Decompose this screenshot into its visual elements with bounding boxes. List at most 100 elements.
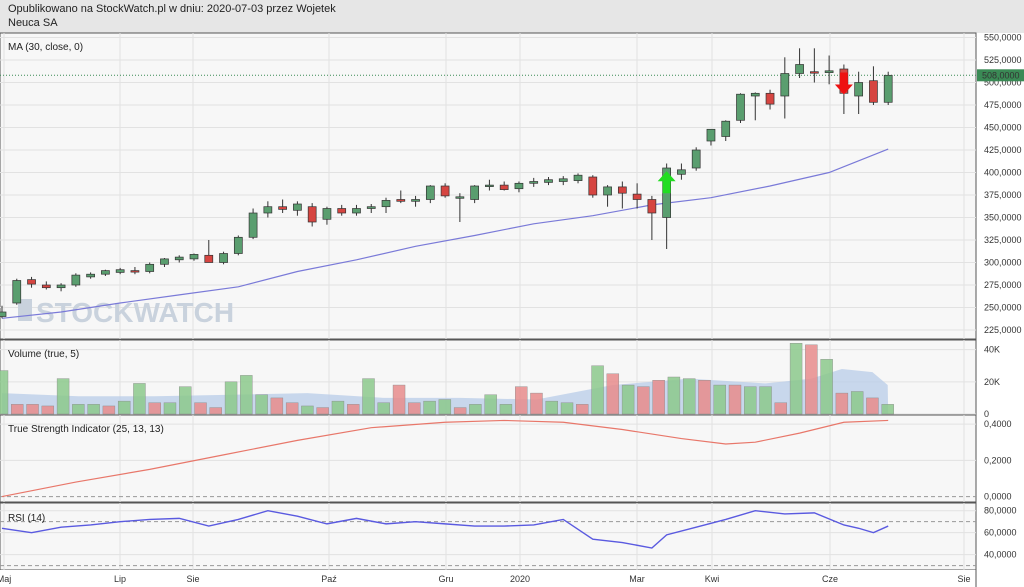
volume-ma-area — [2, 368, 889, 414]
candle-up — [248, 212, 258, 238]
volume-bar — [438, 399, 452, 415]
candle-up — [0, 311, 7, 317]
candle-up — [558, 178, 568, 182]
volume-bar — [713, 384, 726, 415]
volume-bar — [163, 402, 177, 415]
candle-up — [219, 253, 228, 263]
candle-up — [573, 174, 583, 181]
candle-up — [780, 73, 790, 97]
volume-bar — [347, 404, 360, 415]
price-tick-label: 350,0000 — [984, 213, 1022, 223]
tsi-tick-label: 0,4000 — [984, 419, 1012, 429]
candle-up — [854, 82, 864, 97]
volume-bar — [774, 402, 788, 415]
x-tick-label: Sie — [186, 574, 199, 584]
volume-bar — [698, 380, 711, 415]
volume-bar — [652, 380, 665, 415]
volume-bar — [789, 343, 803, 415]
volume-bar — [621, 384, 635, 415]
ma-line — [1, 148, 889, 319]
candle-down — [440, 185, 450, 197]
candle-up — [56, 284, 66, 289]
candle-up — [174, 256, 184, 261]
candle-up — [145, 263, 155, 272]
candle-up — [381, 200, 391, 208]
candle-up — [86, 273, 95, 278]
candle-up — [603, 186, 612, 196]
rsi-tick-label: 80,0000 — [984, 506, 1017, 516]
x-tick-label: Paź — [321, 574, 337, 584]
candle-down — [41, 284, 51, 289]
volume-bar — [530, 392, 543, 415]
volume-bar — [11, 404, 24, 415]
volume-bar — [759, 386, 772, 415]
candle-down — [396, 199, 406, 202]
volume-bar — [362, 378, 375, 415]
candle-down — [337, 208, 347, 214]
volume-bar — [408, 402, 421, 415]
tsi-panel-title: True Strength Indicator (25, 13, 13) — [8, 424, 164, 435]
volume-bar — [560, 402, 574, 415]
candle-up — [115, 269, 125, 273]
volume-bar — [56, 378, 70, 415]
price-tick-label: 400,0000 — [984, 168, 1022, 178]
price-tick-label: 300,0000 — [984, 258, 1022, 268]
volume-bar — [545, 400, 558, 415]
x-tick-label: Mar — [629, 574, 645, 584]
candle-up — [470, 185, 479, 200]
candle-down — [809, 71, 819, 74]
volume-bar — [26, 404, 39, 415]
candle-up — [189, 254, 199, 260]
candle-down — [307, 206, 317, 223]
volume-bar — [423, 400, 436, 415]
panel-rsi — [0, 502, 977, 571]
candle-up — [263, 206, 273, 214]
x-tick-label: Maj — [0, 574, 11, 584]
last-price-badge — [977, 69, 1024, 82]
volume-bar — [850, 391, 864, 415]
candle-up — [514, 182, 524, 190]
volume-tick-label: 40K — [984, 345, 1000, 355]
volume-bar — [117, 400, 131, 415]
price-tick-label: 500,0000 — [984, 78, 1022, 88]
candle-down — [765, 92, 775, 105]
volume-bar — [866, 397, 879, 415]
candle-up — [322, 208, 332, 220]
candle-down — [499, 184, 509, 190]
sell-signal-arrow-icon — [834, 72, 853, 95]
price-tick-label: 425,0000 — [984, 145, 1022, 155]
last-price-label: 508,0000 — [982, 70, 1020, 80]
volume-bar — [87, 404, 100, 415]
volume-bar — [484, 394, 497, 415]
volume-bar — [224, 381, 238, 415]
price-tick-label: 525,0000 — [984, 55, 1022, 65]
volume-bar — [270, 397, 284, 415]
volume-bar — [102, 405, 116, 415]
watermark: STOCKWATCH — [36, 297, 234, 328]
x-tick-label: Cze — [822, 574, 838, 584]
candle-up — [12, 280, 22, 304]
price-panel-title: MA (30, close, 0) — [8, 42, 83, 53]
candle-up — [485, 184, 494, 187]
x-axis-band — [0, 570, 976, 587]
volume-bar — [667, 376, 681, 415]
volume-bar — [148, 402, 161, 415]
volume-bar — [576, 404, 589, 415]
volume-bar — [835, 392, 849, 415]
rsi-tick-label: 60,0000 — [984, 528, 1017, 538]
candle-down — [647, 199, 657, 214]
volume-bar — [194, 402, 207, 415]
tsi-tick-label: 0,0000 — [984, 492, 1012, 502]
x-tick-label: Gru — [438, 574, 453, 584]
volume-panel-title: Volume (true, 5) — [8, 349, 79, 360]
x-tick-label: Kwi — [705, 574, 720, 584]
rsi-tick-label: 40,0000 — [984, 550, 1017, 560]
volume-bar — [728, 384, 742, 415]
candle-up — [366, 206, 376, 209]
candle-up — [883, 74, 893, 103]
x-tick-label: Sie — [957, 574, 970, 584]
volume-bar — [881, 404, 894, 415]
price-tick-label: 325,0000 — [984, 235, 1022, 245]
volume-bar — [285, 402, 299, 415]
volume-bar — [209, 407, 222, 415]
